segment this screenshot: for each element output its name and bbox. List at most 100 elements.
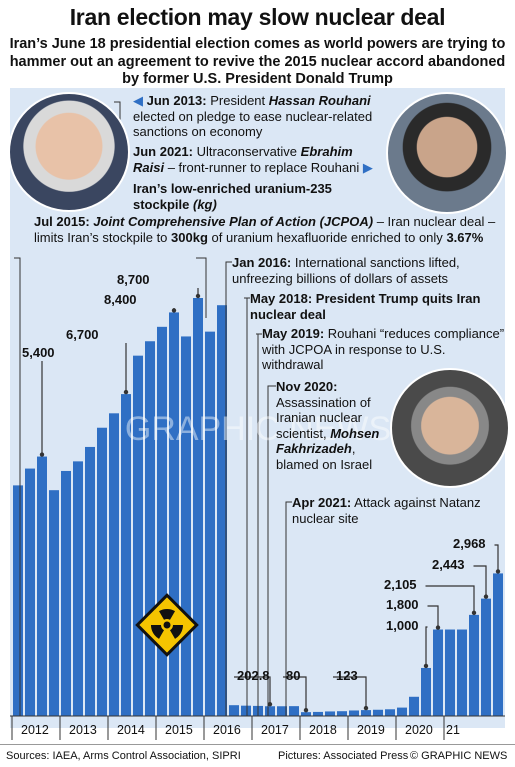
data-label-dot: [303, 707, 309, 713]
pictures-credit: Pictures: Associated Press: [278, 750, 409, 762]
chart-bar: [313, 711, 323, 716]
note-jan-2016: Jan 2016: International sanctions lifted…: [232, 255, 460, 286]
chart-bar: [349, 710, 359, 716]
note-may-2019: May 2019: Rouhani “reduces compliance” w…: [262, 326, 505, 372]
chart-bar: [169, 312, 179, 716]
data-label-leader: [283, 676, 307, 711]
chart-bar: [145, 341, 155, 716]
data-label: 2,968: [453, 536, 486, 551]
data-label-dot: [171, 308, 177, 313]
data-label-dot: [423, 663, 429, 669]
footer: Sources: IAEA, Arms Control Association,…: [0, 744, 515, 767]
chart-bar: [229, 705, 239, 716]
note-jun-2013: ◀ Jun 2013: President Hassan Rouhani ele…: [133, 93, 373, 139]
chart-bar: [109, 413, 119, 716]
watermark: GRAPHIC NEWS: [125, 410, 391, 448]
data-label-leader: [333, 676, 367, 709]
chart-bar: [289, 706, 299, 716]
graphic-news-credit: © GRAPHIC NEWS: [410, 750, 508, 762]
chart-bar: [385, 709, 395, 716]
data-label-leader: [427, 605, 439, 628]
chart-bar: [61, 470, 71, 716]
chart-bar: [85, 446, 95, 716]
event-leader-line: [196, 257, 207, 318]
x-tick-label: 2015: [165, 723, 193, 737]
x-tick-label: 21: [446, 723, 460, 737]
data-label-dot: [495, 569, 501, 574]
chart-bar: [265, 706, 275, 716]
fakhrizadeh-photo: [390, 368, 510, 488]
stockpile-label: Iran’s low-enriched uranium-235 stockpil…: [133, 181, 332, 212]
chart-bar: [361, 710, 371, 716]
chart-bar: [493, 573, 503, 716]
data-label: 8,700: [117, 272, 150, 287]
chart-bar: [433, 629, 443, 716]
chart-bar: [25, 468, 35, 716]
chart-bar: [301, 712, 311, 716]
chart-bar: [277, 706, 287, 716]
data-label-leader: [425, 626, 428, 666]
chart-bar: [157, 326, 167, 716]
chart-bar: [121, 394, 131, 716]
chart-bar: [73, 461, 83, 716]
chart-bar: [217, 305, 227, 716]
data-label: 1,800: [386, 597, 419, 612]
x-tick-label: 2019: [357, 723, 385, 737]
data-label: 202.8: [237, 668, 270, 683]
event-leader-line: [225, 261, 232, 716]
chart-bar: [205, 331, 215, 716]
data-label: 8,400: [104, 292, 137, 307]
x-tick-label: 2014: [117, 723, 145, 737]
x-tick-label: 2020: [405, 723, 433, 737]
data-label-dot: [471, 610, 477, 616]
data-label-dot: [435, 625, 441, 630]
data-label: 80: [286, 668, 301, 683]
data-label: 5,400: [22, 345, 55, 360]
chart-bar: [97, 427, 107, 716]
chart-bar: [337, 711, 347, 716]
note-apr-2021: Apr 2021: Attack against Natanz nuclear …: [292, 495, 481, 526]
data-label-leader: [473, 565, 487, 597]
rouhani-photo: [8, 92, 130, 212]
note-may-2018: May 2018: President Trump quits Iran nuc…: [250, 291, 481, 322]
x-tick-label: 2016: [213, 723, 241, 737]
chart-bar: [421, 667, 431, 716]
chart-bar: [193, 298, 203, 716]
data-label: 6,700: [66, 327, 99, 342]
data-label-dot: [123, 389, 129, 395]
data-label: 2,443: [432, 557, 465, 572]
event-leader-line: [285, 501, 292, 716]
page-subtitle: Iran’s June 18 presidential election com…: [9, 36, 506, 87]
chart-bar: [181, 336, 191, 716]
data-label-leader: [425, 585, 475, 613]
chart-bar: [13, 485, 23, 716]
x-tick-label: 2012: [21, 723, 49, 737]
chart-bar: [481, 598, 491, 716]
x-tick-label: 2017: [261, 723, 289, 737]
sources-text: Sources: IAEA, Arms Control Association,…: [6, 750, 241, 762]
chart-bar: [409, 696, 419, 716]
data-label-dot: [195, 293, 201, 299]
x-tick-label: 2013: [69, 723, 97, 737]
radiation-warning-icon: [135, 593, 199, 657]
x-tick-label: 2018: [309, 723, 337, 737]
note-jun-2021: Jun 2021: Ultraconservative Ebrahim Rais…: [133, 144, 373, 175]
chart-bar: [445, 629, 455, 716]
data-label-dot: [483, 594, 489, 599]
chart-bar: [397, 707, 407, 716]
data-label-leader: [494, 544, 499, 572]
data-label: 123: [336, 668, 358, 683]
data-label-dot: [267, 702, 273, 707]
page-title: Iran election may slow nuclear deal: [69, 4, 446, 30]
event-leader-line: [244, 297, 250, 716]
chart-bar: [325, 711, 335, 716]
data-label-dot: [39, 452, 45, 457]
chart-bar: [49, 490, 59, 716]
note-nov-2020: Nov 2020: Assassination of Iranian nucle…: [276, 379, 380, 472]
chart-bar: [133, 355, 143, 716]
chart-bar: [241, 705, 251, 716]
data-label: 2,105: [384, 577, 417, 592]
chart-bar: [37, 456, 47, 716]
raisi-photo: [386, 92, 508, 214]
event-leader-line: [14, 257, 21, 716]
